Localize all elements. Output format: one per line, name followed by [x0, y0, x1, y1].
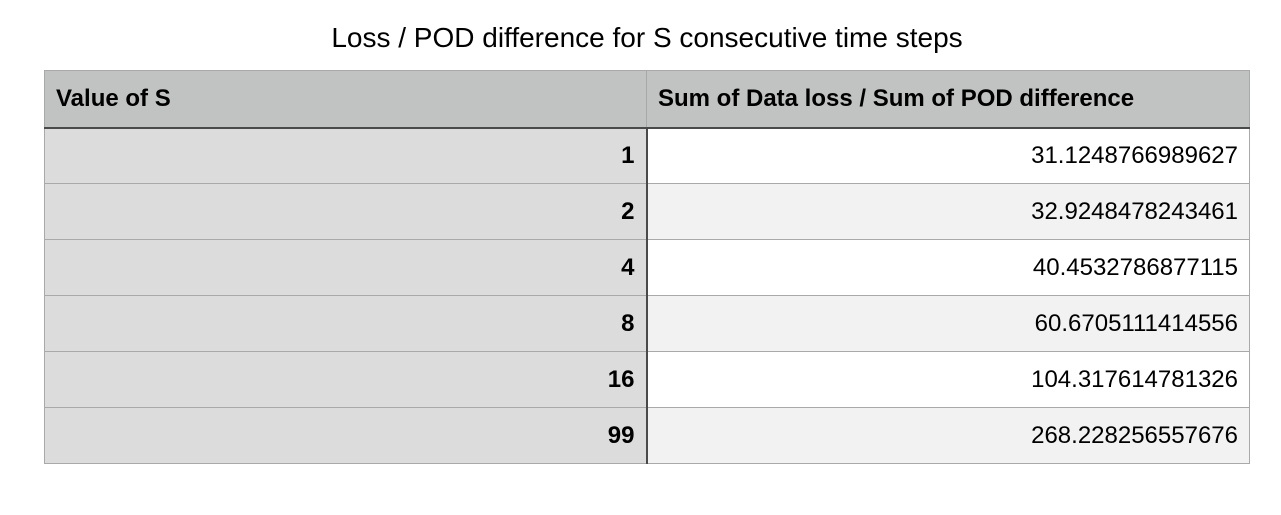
cell-value-of-s: 99: [44, 407, 648, 464]
cell-loss-ratio: 32.9248478243461: [646, 183, 1250, 240]
cell-loss-ratio: 268.228256557676: [646, 407, 1250, 464]
cell-value-of-s: 2: [44, 183, 648, 240]
cell-value-of-s: 4: [44, 239, 648, 296]
table-body: 1 31.1248766989627 2 32.9248478243461 4 40.45…: [44, 127, 1250, 464]
data-table: Value of S Sum of Data loss / Sum of POD…: [44, 70, 1250, 464]
cell-loss-ratio: 31.1248766989627: [646, 127, 1250, 184]
table-row: 1 31.1248766989627: [44, 127, 1250, 184]
table-row: 8 60.6705111414556: [44, 295, 1250, 352]
table-row: 16 104.317614781326: [44, 351, 1250, 408]
table-row: 4 40.4532786877115: [44, 239, 1250, 296]
column-header-ratio: Sum of Data loss / Sum of POD difference: [646, 70, 1250, 129]
column-header-value-of-s: Value of S: [44, 70, 647, 129]
table-title: Loss / POD difference for S consecutive …: [331, 22, 963, 53]
table-row: 2 32.9248478243461: [44, 183, 1250, 240]
header-row: Value of S Sum of Data loss / Sum of POD…: [44, 70, 1250, 129]
table-row: 99 268.228256557676: [44, 407, 1250, 464]
cell-loss-ratio: 60.6705111414556: [646, 295, 1250, 352]
cell-loss-ratio: 40.4532786877115: [646, 239, 1250, 296]
cell-value-of-s: 8: [44, 295, 648, 352]
cell-value-of-s: 1: [44, 127, 648, 184]
cell-loss-ratio: 104.317614781326: [646, 351, 1250, 408]
cell-value-of-s: 16: [44, 351, 648, 408]
